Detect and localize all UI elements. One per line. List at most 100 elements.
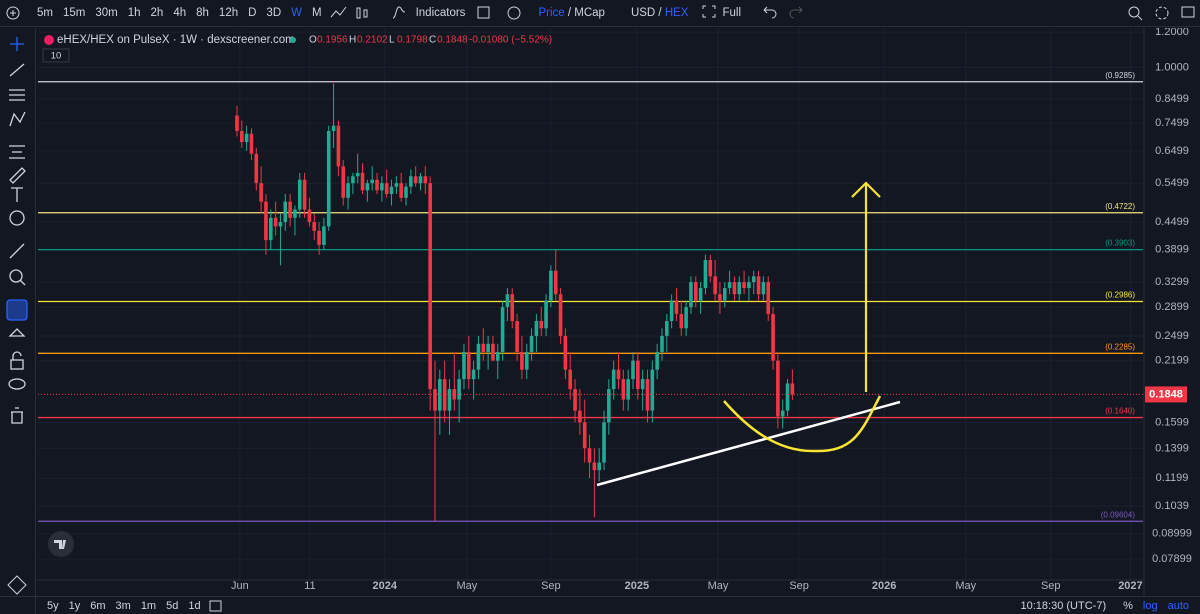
x-tick-label: 2027 [1118,580,1142,592]
interval-button[interactable]: 30m [95,7,118,19]
toggle-sep: / [658,7,662,19]
candle-body [524,352,529,370]
candle-body [636,360,640,390]
y-tick-label: 0.2899 [1155,301,1189,313]
add-symbol-icon[interactable] [0,0,30,26]
x-tick-label: 2026 [872,580,896,592]
y-tick-label: 0.8499 [1155,93,1189,105]
interval-button[interactable]: 3D [266,7,282,19]
top-toolbar: 5m 15m 30m 1h 2h 4h 8h 12h D 3D W M Indicators Pric… [0,0,1200,27]
interval-button[interactable]: M [311,7,322,19]
x-tick-label: May [456,580,477,592]
range-button[interactable]: 1d [188,599,201,612]
candle-body [293,209,297,218]
x-tick-label: 2025 [625,580,649,592]
toggle-option[interactable]: USD [630,7,656,19]
candle-body [302,179,307,210]
candle-body [360,172,365,191]
y-tick-label: 0.1039 [1155,500,1189,512]
scale-option[interactable]: log [1142,599,1158,612]
candle-body [771,313,775,361]
range-button[interactable]: 6m [90,599,106,612]
interval-button[interactable]: 5m [37,7,53,19]
candle-body [283,201,288,223]
layout-icons[interactable] [470,0,534,26]
scale-option[interactable]: auto [1167,599,1189,612]
interval-button[interactable]: 4h [173,7,187,19]
currency-toggle[interactable]: USD / HEX [631,7,689,19]
scale-option[interactable]: % [1123,599,1133,612]
full-button[interactable]: Full [722,7,742,19]
indicators-icon[interactable] [387,0,411,26]
candle-body [273,217,278,227]
candle-body [544,300,548,329]
range-button[interactable]: 5d [166,599,179,612]
candle-body [549,270,553,301]
candle-body [428,183,432,390]
candle-body [442,379,447,411]
toggle-option[interactable]: HEX [664,7,689,19]
candle-body [713,276,717,295]
undo-redo[interactable] [754,0,814,26]
legend: eHEX/HEX on PulseX · 1W · dexscreener.co… [42,34,552,63]
interval-button[interactable]: 2h [150,7,164,19]
change: -0.01080 (−5.52%) [469,35,552,46]
candle-body [409,176,413,187]
bottom-bar: 5y 1y 6m 3m 1m 5d 1d 10:18:30 (UTC-7) % log auto [0,596,1200,614]
interval-button[interactable]: W [291,7,302,19]
interval-button[interactable]: 1h [127,7,141,19]
candle-body [655,352,659,370]
candle-body [578,410,582,423]
candle-body [679,313,684,329]
ohlc-key: C [429,35,436,46]
toggle-option[interactable]: MCap [574,7,605,19]
ohlc-value: 0.1956 [317,35,348,46]
tool-icons[interactable] [0,28,35,448]
candle-body [278,222,283,227]
price-toggle[interactable]: Price / MCap [538,7,605,19]
right-icons[interactable] [1120,0,1200,26]
interval-button[interactable]: D [248,7,257,19]
candle-body [587,448,592,463]
y-tick-label: 1.2000 [1155,28,1189,38]
interval-button[interactable]: 8h [196,7,209,19]
y-tick-label: 0.1399 [1155,442,1189,454]
candle-body [268,217,273,241]
candle-body [375,179,379,191]
x-tick-label: May [955,580,976,592]
candle-body [534,320,539,336]
range-button[interactable]: 1y [68,599,81,612]
candle-body [766,282,771,314]
range-button[interactable]: 1m [140,599,157,612]
fullscreen-icon[interactable] [698,0,720,26]
y-tick-label: 0.4499 [1155,216,1189,228]
candle-body [384,183,389,195]
candle-body [660,335,664,353]
range-button[interactable]: 3m [115,599,131,612]
chart-type-icons[interactable] [327,0,387,26]
interval-button[interactable]: 12h [218,7,239,19]
indicators-button[interactable]: Indicators [415,7,466,19]
candle-body [751,276,756,283]
candle-body [336,125,341,167]
object-tree-icon[interactable] [0,570,35,600]
interval-button[interactable]: 15m [62,7,86,19]
ohlc-value: 0.2102 [357,35,388,46]
y-tick-label: 0.08999 [1152,528,1192,540]
goto-date-icon[interactable] [206,598,226,614]
y-tick-label: 0.5499 [1155,177,1189,189]
y-tick-label: 0.1199 [1156,472,1189,484]
range-button[interactable]: 5y [47,599,59,612]
candle-body [297,179,302,210]
candle-body [389,186,394,195]
x-tick-label: 2024 [373,580,398,592]
candle-body [515,320,519,353]
drawing-toolbar [0,28,36,614]
candle-body [689,282,693,308]
candle-body [433,389,437,411]
grid [38,28,1143,580]
candle-body [742,282,746,289]
candle-body [573,389,577,411]
toggle-option[interactable]: Price [538,7,565,19]
candle-body [394,183,399,187]
